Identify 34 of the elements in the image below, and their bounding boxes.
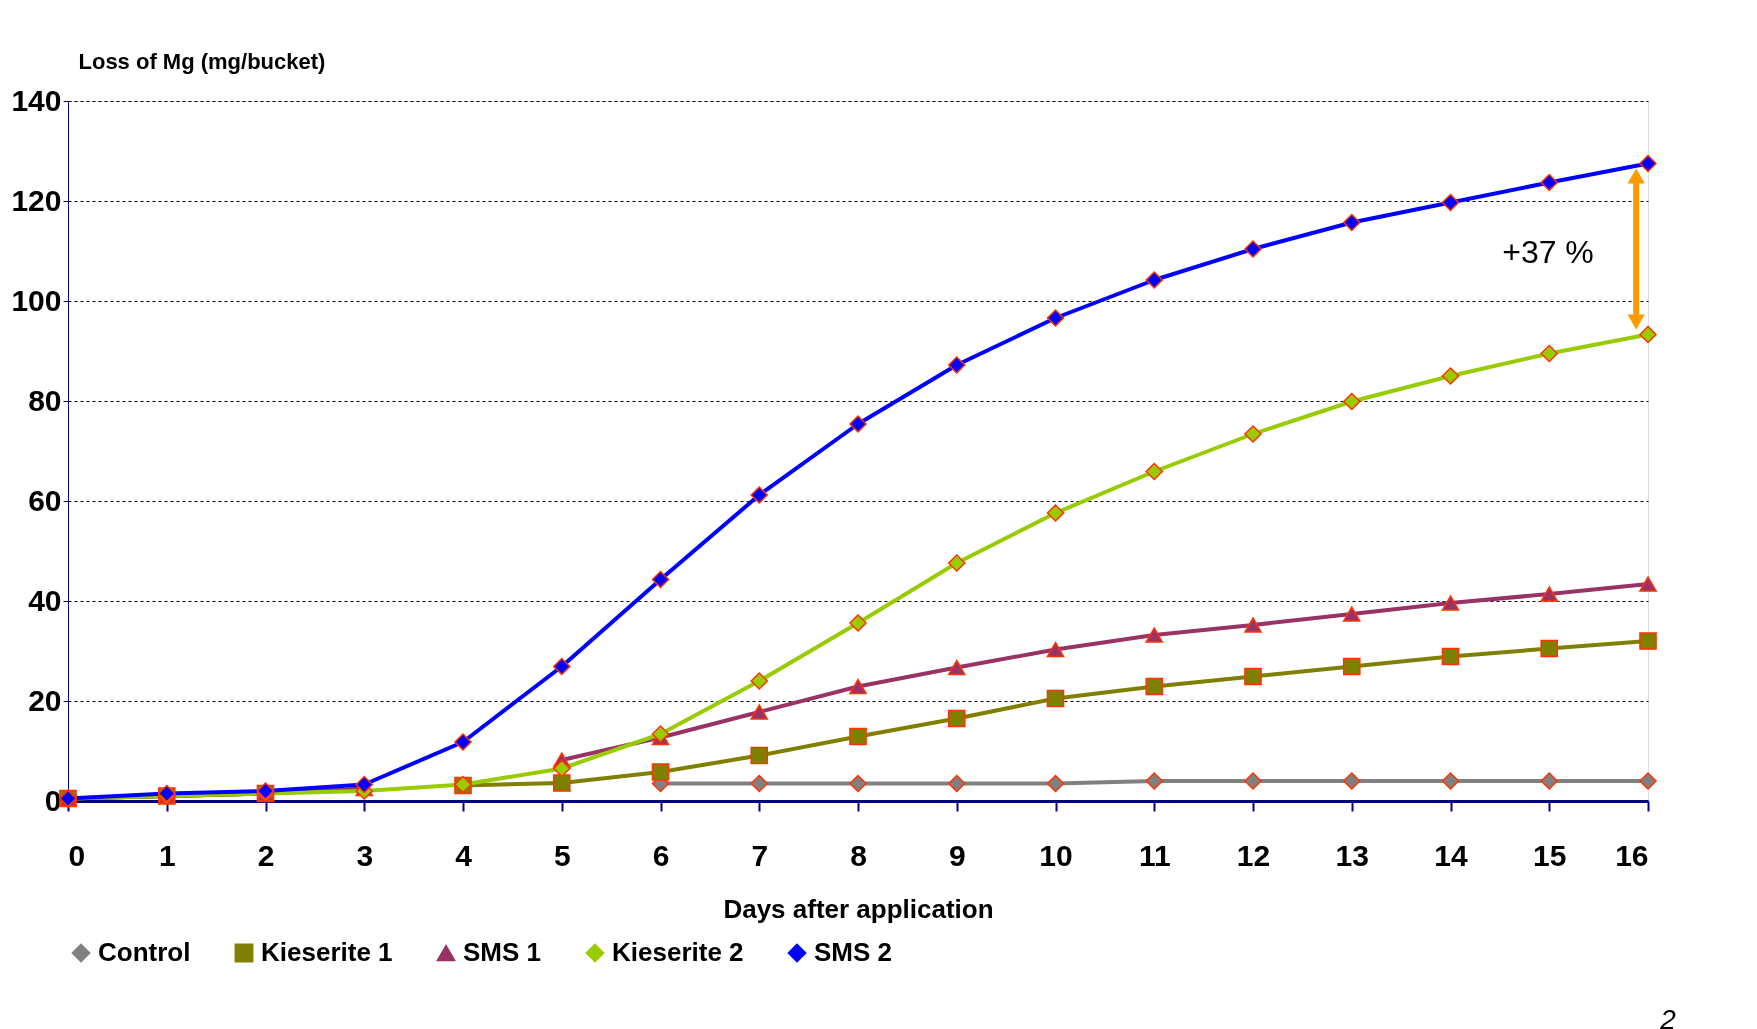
- x-tick-label: 3: [356, 838, 374, 872]
- legend-label: Kieserite 1: [261, 937, 393, 967]
- y-tick-label: 140: [11, 83, 62, 117]
- x-tick-label: 1: [158, 838, 176, 872]
- x-tick-label: 2: [257, 838, 275, 872]
- legend-label: Kieserite 2: [612, 937, 744, 967]
- x-tick-label: 4: [455, 838, 473, 872]
- legend-label: SMS 1: [463, 937, 542, 967]
- legend-label: Control: [98, 937, 191, 967]
- y-tick-label: 40: [28, 583, 62, 617]
- x-tick-label: 14: [1434, 838, 1468, 872]
- annotation: +37 %: [1502, 234, 1594, 270]
- x-tick-label: 13: [1335, 838, 1369, 872]
- x-tick-label: 10: [1039, 838, 1073, 872]
- x-tick-label: 12: [1236, 838, 1271, 872]
- x-tick-label: 7: [751, 838, 769, 872]
- y-tick-label: 20: [28, 683, 62, 717]
- x-axis-title: Days after application: [723, 893, 994, 924]
- y-tick-label: 80: [28, 383, 62, 417]
- x-tick-label: 5: [553, 838, 571, 872]
- x-tick-label: 8: [850, 838, 867, 872]
- x-tick-label: 9: [948, 838, 966, 872]
- x-tick-label: 0: [68, 838, 86, 872]
- y-axis-title: Loss of Mg (mg/bucket): [78, 48, 326, 74]
- text: 2: [1659, 1004, 1677, 1029]
- y-tick-label: 0: [44, 783, 62, 817]
- y-tick-label: 120: [11, 183, 62, 217]
- x-tick-label: 16: [1615, 838, 1649, 872]
- x-tick-label: 15: [1533, 838, 1567, 872]
- x-tick-label: 6: [652, 838, 670, 872]
- y-tick-label: 60: [28, 483, 62, 517]
- legend-label: SMS 2: [814, 937, 893, 967]
- y-tick-label: 100: [11, 283, 62, 317]
- x-tick-label: 11: [1138, 838, 1171, 872]
